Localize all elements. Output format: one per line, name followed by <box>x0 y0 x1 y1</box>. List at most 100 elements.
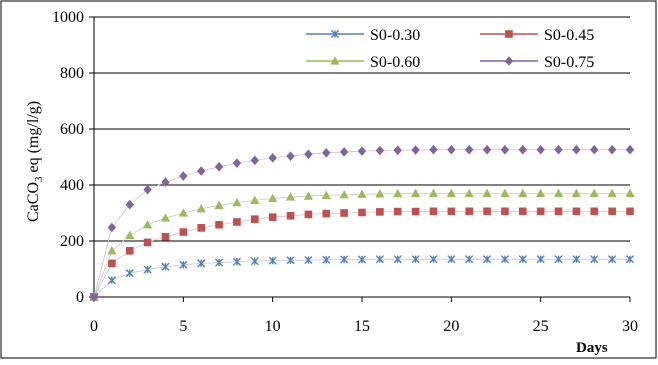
data-point <box>625 144 635 155</box>
data-point <box>322 209 331 218</box>
data-point <box>107 222 117 233</box>
data-point <box>465 207 473 216</box>
data-point <box>625 255 635 264</box>
legend-label: S0-0.75 <box>544 54 594 71</box>
data-point <box>285 192 296 201</box>
data-point <box>321 190 331 199</box>
data-point <box>376 208 384 216</box>
data-point <box>322 255 331 264</box>
series-layer <box>89 144 635 302</box>
data-point <box>518 255 527 264</box>
data-point <box>518 144 527 155</box>
data-point <box>590 144 599 155</box>
data-point <box>465 144 474 155</box>
data-point <box>304 255 313 265</box>
legend: S0-0.30 S0-0.45 S0-0.60 S0-0.75 <box>306 27 594 71</box>
data-point <box>554 255 563 264</box>
x-tick-label: 10 <box>265 318 281 335</box>
data-point <box>232 158 242 168</box>
data-point <box>501 207 509 216</box>
marker-stroke <box>330 29 340 39</box>
data-point <box>89 292 99 302</box>
series-s0-0-30 <box>89 255 635 302</box>
data-point <box>554 144 563 155</box>
data-point <box>608 255 617 264</box>
x-axis-label: Days <box>576 340 608 356</box>
legend-marker <box>505 30 513 38</box>
data-point <box>483 207 491 216</box>
data-point <box>465 255 474 264</box>
data-point <box>214 200 224 210</box>
marker-stroke <box>625 255 635 264</box>
data-point <box>411 207 420 216</box>
data-point <box>179 171 188 181</box>
data-point <box>536 144 545 155</box>
data-point <box>215 220 223 229</box>
marker-stroke <box>250 257 259 266</box>
data-point <box>393 207 402 216</box>
data-point <box>572 144 581 155</box>
y-tick-label: 800 <box>60 65 84 82</box>
data-point <box>340 255 349 264</box>
data-point <box>125 230 135 239</box>
y-axis-label-main: CaCO <box>25 182 42 222</box>
marker-stroke <box>161 262 170 271</box>
data-point <box>161 262 170 271</box>
data-point <box>304 210 313 219</box>
x-tick-label: 15 <box>354 318 370 335</box>
data-point <box>197 224 205 232</box>
data-point <box>393 255 402 264</box>
data-point <box>553 188 564 197</box>
data-point <box>179 228 188 236</box>
data-point <box>607 144 617 155</box>
x-tick-label: 5 <box>179 318 187 335</box>
data-point <box>322 148 331 158</box>
marker-stroke <box>143 265 152 274</box>
marker-stroke <box>340 255 349 264</box>
x-tick-label: 20 <box>443 318 459 335</box>
marker-stroke <box>518 255 527 264</box>
data-point <box>536 207 545 216</box>
data-point <box>446 188 456 197</box>
data-point <box>357 255 367 264</box>
data-point <box>233 218 241 226</box>
marker-stroke <box>322 255 331 264</box>
x-tick-label: 25 <box>533 318 549 335</box>
marker-stroke <box>500 255 510 264</box>
marker-stroke <box>447 255 456 264</box>
marker-stroke <box>411 255 420 264</box>
data-point <box>447 207 456 216</box>
data-point <box>143 238 152 247</box>
marker-stroke <box>268 256 277 265</box>
legend-label: S0-0.60 <box>370 54 420 71</box>
series-s0-0-45 <box>90 207 634 301</box>
y-tick-label: 400 <box>60 177 84 194</box>
data-point <box>143 219 153 229</box>
data-point <box>286 151 295 161</box>
legend-marker <box>330 56 340 65</box>
data-point <box>214 162 224 172</box>
data-point <box>357 146 367 156</box>
data-point <box>572 255 581 264</box>
data-point <box>589 188 599 197</box>
data-point <box>304 149 313 159</box>
data-point <box>447 255 456 264</box>
data-point <box>429 255 438 264</box>
data-point <box>572 207 581 216</box>
data-point <box>125 199 134 210</box>
gridlines <box>94 16 630 242</box>
data-point <box>571 188 581 197</box>
data-point <box>482 144 492 155</box>
data-point <box>429 207 438 216</box>
data-point <box>268 193 278 203</box>
legend-item: S0-0.30 <box>306 27 420 44</box>
data-point <box>339 147 349 157</box>
data-point <box>160 213 171 222</box>
legend-marker <box>330 29 340 39</box>
data-point <box>518 188 528 197</box>
marker-stroke <box>590 255 599 264</box>
data-point <box>197 259 206 268</box>
data-point <box>214 258 224 267</box>
y-tick-label: 600 <box>60 121 84 138</box>
